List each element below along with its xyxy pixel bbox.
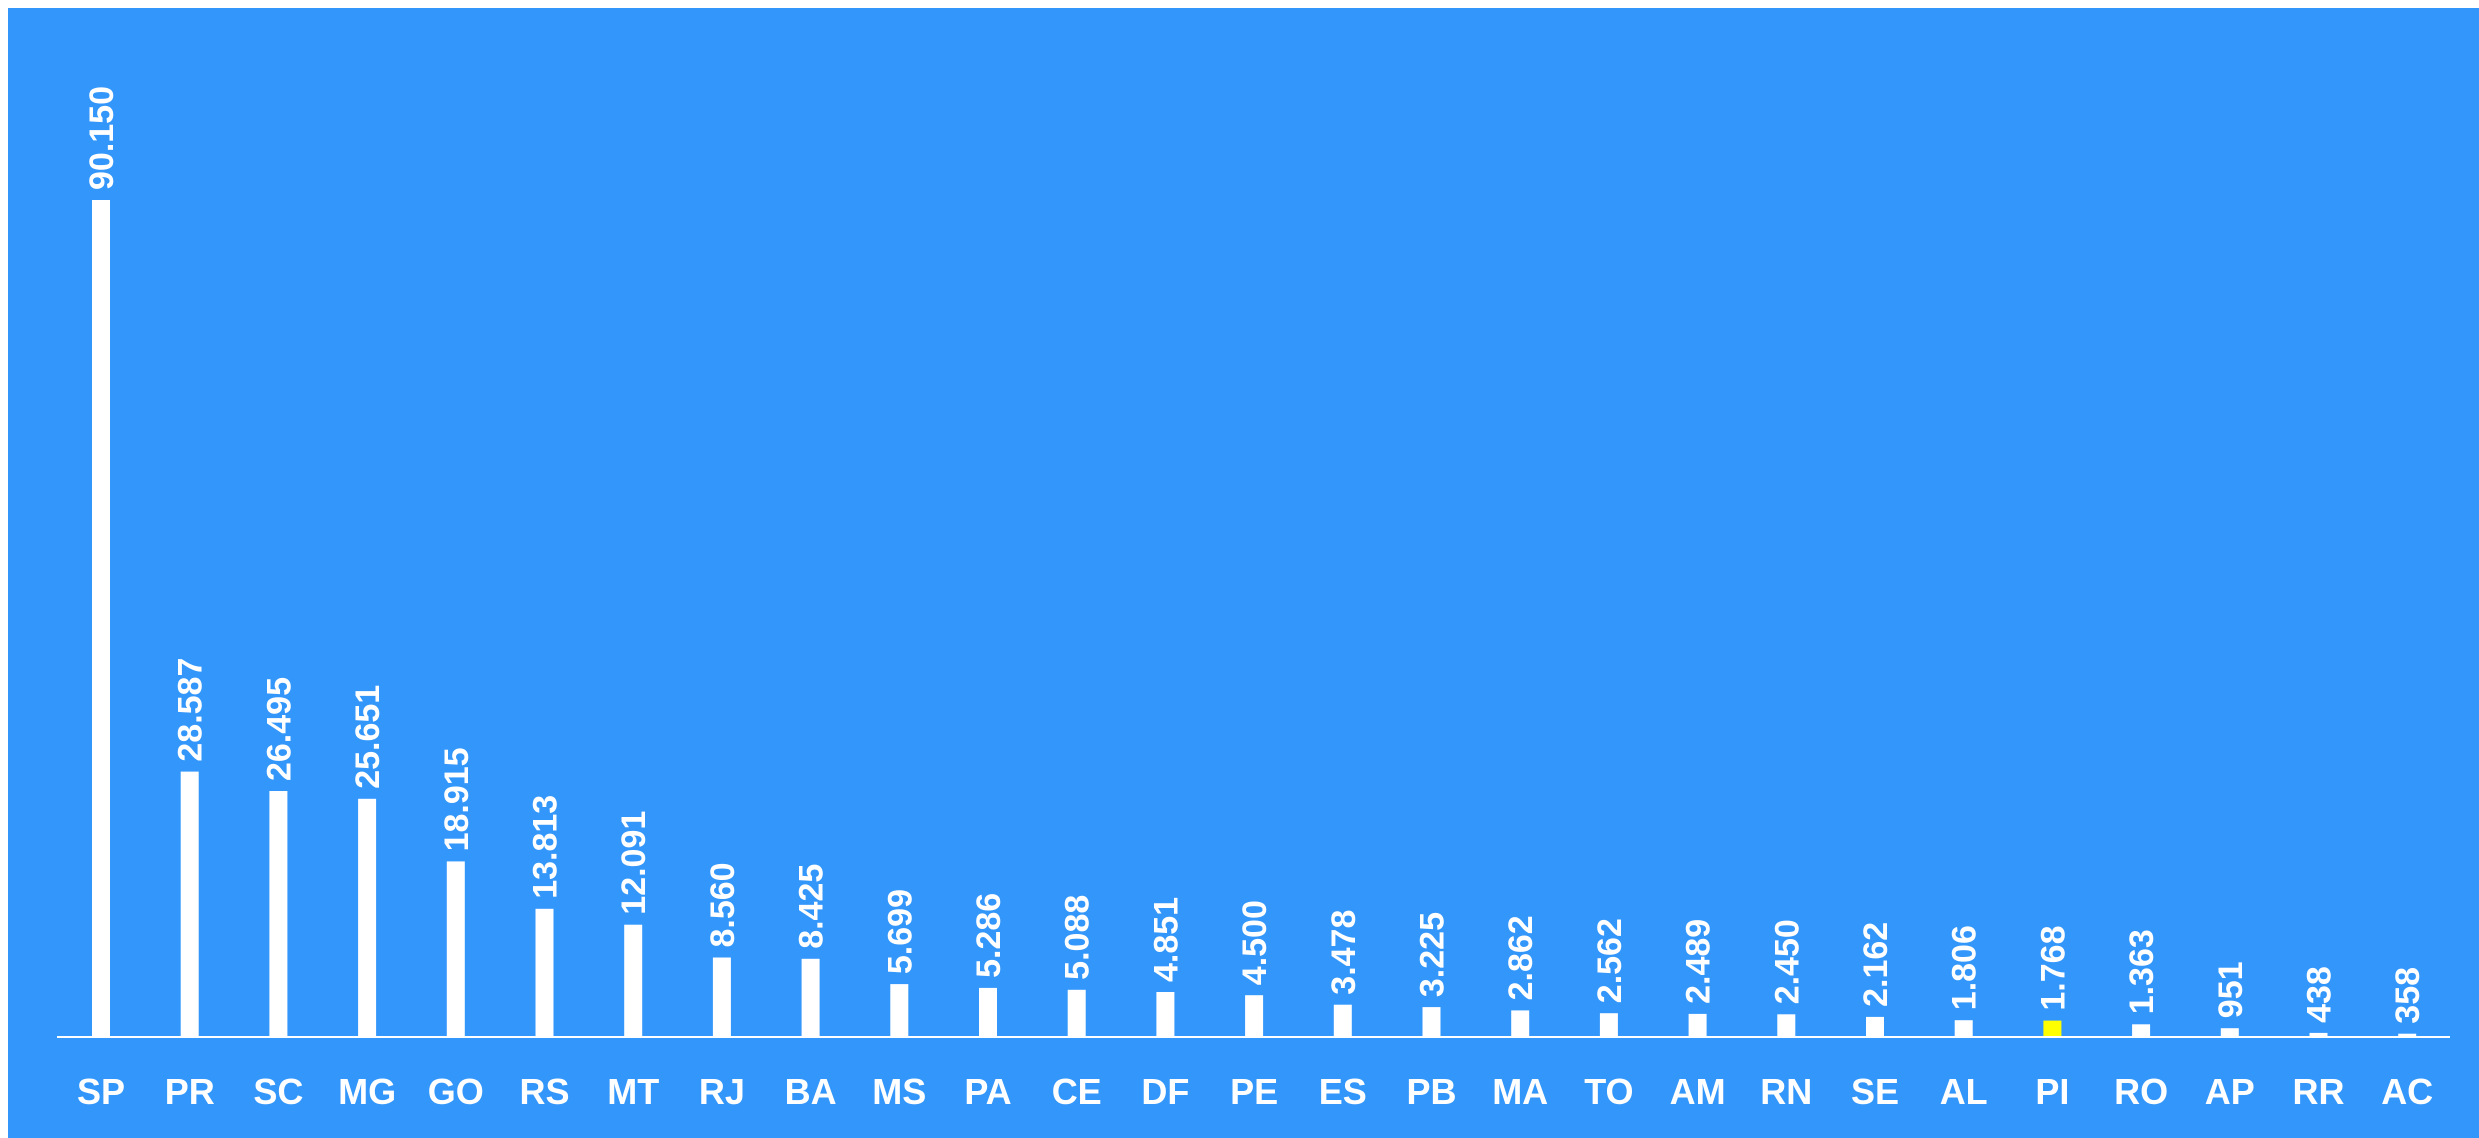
bar-pi <box>2043 1020 2062 1037</box>
value-label-al: 1.806 <box>1946 925 1984 1010</box>
bar-pb <box>1422 1007 1441 1037</box>
value-labels-group: 90.150 28.587 26.495 25.651 18.915 13.813 12.0… <box>83 86 2427 1024</box>
bar-rj <box>712 957 731 1037</box>
x-tick-label-pi: PI <box>2035 1071 2069 1112</box>
value-label-ce: 5.088 <box>1059 895 1097 980</box>
bar-sc <box>269 791 288 1037</box>
x-tick-label-rs: RS <box>519 1071 569 1112</box>
bar-rs <box>535 908 554 1037</box>
bar-pe <box>1245 995 1264 1037</box>
bar-ac <box>2398 1033 2417 1037</box>
bar-es <box>1333 1004 1352 1037</box>
value-label-es: 3.478 <box>1325 910 1363 995</box>
value-label-ma: 2.862 <box>1502 915 1540 1000</box>
value-label-ms: 5.699 <box>881 889 919 974</box>
value-label-mg: 25.651 <box>349 685 387 789</box>
value-label-rn: 2.450 <box>1768 919 1806 1004</box>
bar-ce <box>1067 989 1086 1037</box>
value-label-sc: 26.495 <box>260 677 298 781</box>
value-label-ro: 1.363 <box>2123 929 2161 1014</box>
bar-pr <box>180 771 199 1037</box>
x-tick-label-al: AL <box>1940 1071 1988 1112</box>
x-tick-label-ba: BA <box>785 1071 837 1112</box>
x-tick-label-ma: MA <box>1492 1071 1548 1112</box>
bar-ba <box>801 958 820 1037</box>
value-label-mt: 12.091 <box>615 811 653 915</box>
x-tick-label-pr: PR <box>165 1071 215 1112</box>
x-tick-label-sp: SP <box>77 1071 125 1112</box>
x-tick-label-rj: RJ <box>699 1071 745 1112</box>
x-tick-label-am: AM <box>1670 1071 1726 1112</box>
value-label-rr: 438 <box>2301 966 2339 1023</box>
x-tick-label-mt: MT <box>607 1071 659 1112</box>
value-label-sp: 90.150 <box>83 86 121 190</box>
value-label-pe: 4.500 <box>1236 900 1274 985</box>
bar-am <box>1688 1013 1707 1037</box>
x-tick-label-mg: MG <box>338 1071 396 1112</box>
x-tick-label-rn: RN <box>1760 1071 1812 1112</box>
x-tick-label-sc: SC <box>253 1071 303 1112</box>
value-label-ba: 8.425 <box>793 864 831 949</box>
value-label-rj: 8.560 <box>704 862 742 947</box>
value-label-ac: 358 <box>2389 967 2427 1024</box>
bar-ma <box>1511 1010 1530 1037</box>
bar-to <box>1599 1013 1618 1037</box>
value-label-rs: 13.813 <box>527 795 565 899</box>
value-label-pb: 3.225 <box>1414 912 1452 997</box>
value-label-to: 2.562 <box>1591 918 1629 1003</box>
value-label-pr: 28.587 <box>172 658 210 762</box>
bar-pa <box>979 987 997 1037</box>
bars-group <box>92 200 2417 1037</box>
x-tick-label-es: ES <box>1319 1071 1367 1112</box>
x-tick-label-ac: AC <box>2381 1071 2433 1112</box>
x-tick-label-ro: RO <box>2114 1071 2168 1112</box>
x-tick-label-se: SE <box>1851 1071 1899 1112</box>
x-tick-label-pa: PA <box>964 1071 1011 1112</box>
x-tick-label-pb: PB <box>1406 1071 1456 1112</box>
value-label-pi: 1.768 <box>2034 926 2072 1011</box>
x-tick-label-to: TO <box>1584 1071 1633 1112</box>
bar-se <box>1866 1016 1884 1037</box>
bar-df <box>1156 992 1175 1037</box>
x-tick-label-ap: AP <box>2205 1071 2255 1112</box>
x-tick-label-ce: CE <box>1052 1071 1102 1112</box>
bar-mg <box>358 798 377 1037</box>
x-tick-label-rr: RR <box>2293 1071 2345 1112</box>
value-label-ap: 951 <box>2212 961 2250 1018</box>
value-label-se: 2.162 <box>1857 922 1895 1007</box>
bar-al <box>1954 1020 1973 1037</box>
bar-go <box>446 861 465 1037</box>
value-label-df: 4.851 <box>1147 897 1185 982</box>
bar-rr <box>2309 1032 2328 1037</box>
bar-mt <box>624 924 643 1037</box>
x-tick-label-go: GO <box>428 1071 484 1112</box>
value-label-pa: 5.286 <box>970 893 1008 978</box>
chart-background <box>8 8 2479 1138</box>
bar-ro <box>2132 1024 2151 1037</box>
x-tick-label-df: DF <box>1141 1071 1189 1112</box>
value-label-am: 2.489 <box>1680 919 1718 1004</box>
bar-ap <box>2220 1028 2239 1037</box>
x-tick-labels-group: SP PR SC MG GO RS MT RJ BA MS PA CE DF PE ES PB MA TO AM RN… <box>77 1071 2433 1112</box>
value-label-go: 18.915 <box>438 747 476 851</box>
bar-rn <box>1777 1014 1796 1037</box>
bar-ms <box>890 984 909 1037</box>
bar-sp <box>92 200 110 1037</box>
x-tick-label-pe: PE <box>1230 1071 1278 1112</box>
x-tick-label-ms: MS <box>872 1071 926 1112</box>
